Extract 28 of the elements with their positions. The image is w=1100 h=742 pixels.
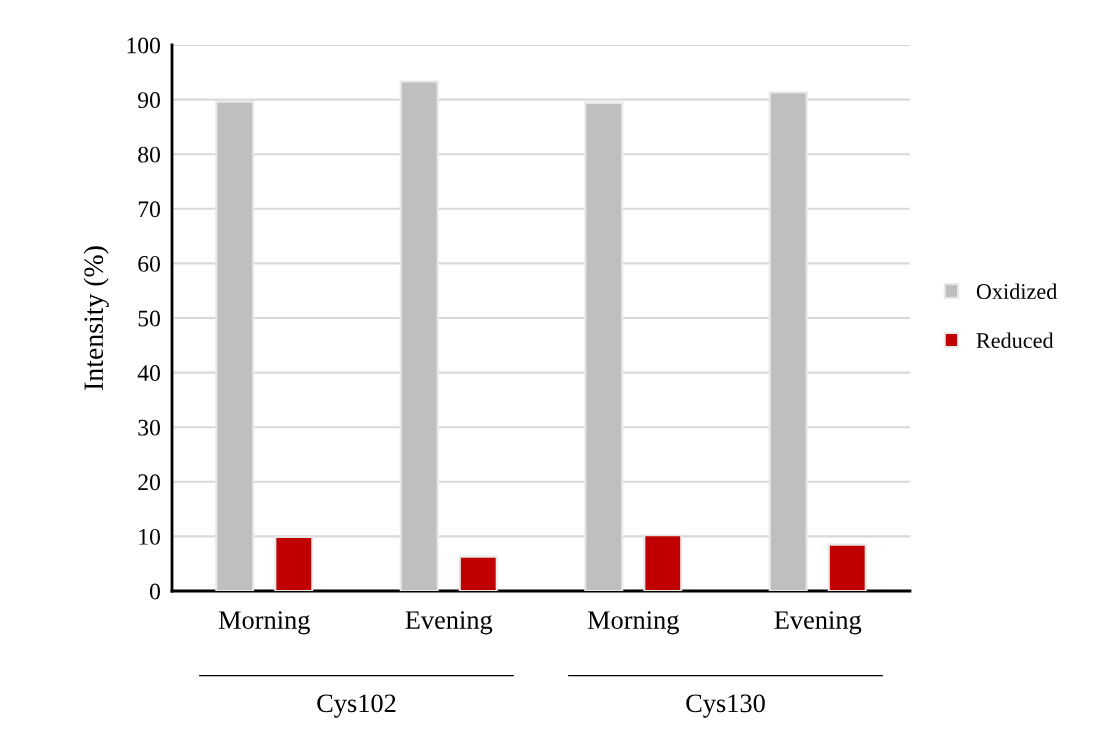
y-tick-label: 40 <box>137 365 160 382</box>
legend-label: Oxidized <box>976 283 1058 300</box>
text: Cys102 <box>317 694 396 718</box>
y-tick-label: 30 <box>138 419 160 436</box>
y-tick-label: 0 <box>149 583 160 600</box>
text: Cys130 <box>686 694 765 718</box>
y-tick-label: 60 <box>138 255 160 272</box>
y-axis-title: Intensity (%) <box>83 246 109 390</box>
bar <box>827 543 867 591</box>
bar <box>274 535 314 591</box>
y-tick-label: 20 <box>138 474 160 491</box>
y-tick-label: 70 <box>138 201 160 218</box>
x-tick-label: Morning <box>218 611 310 635</box>
y-tick-label: 100 <box>127 37 160 54</box>
bar <box>215 100 255 591</box>
y-tick-label: 90 <box>138 92 160 109</box>
y-tick-label: 10 <box>139 528 160 545</box>
x-tick-label: Evening <box>405 611 493 635</box>
legend-label: Reduced <box>976 332 1054 349</box>
bar <box>768 91 808 591</box>
y-tick-label: 50 <box>138 310 160 327</box>
bar <box>458 555 498 591</box>
bar <box>643 534 683 591</box>
x-tick-label: Morning <box>587 611 679 635</box>
bar <box>584 101 624 591</box>
y-tick-label: 80 <box>138 146 160 163</box>
x-tick-label: Evening <box>774 611 862 635</box>
bar <box>399 80 439 591</box>
